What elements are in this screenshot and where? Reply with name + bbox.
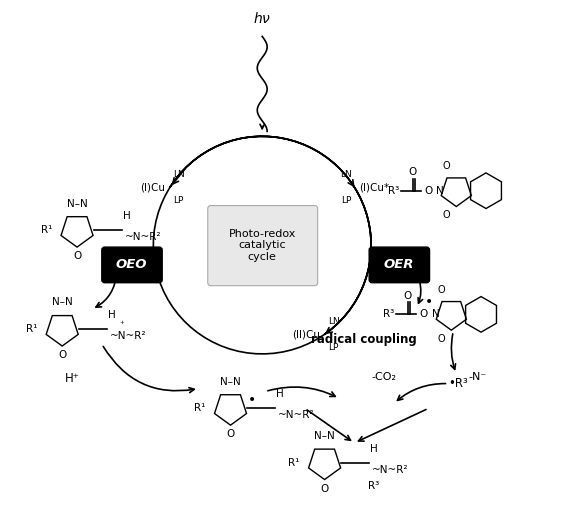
Text: Photo-redox
catalytic
cycle: Photo-redox catalytic cycle <box>229 228 296 262</box>
Text: (II)Cu: (II)Cu <box>292 329 320 339</box>
Text: R¹: R¹ <box>289 458 300 468</box>
Text: radical coupling: radical coupling <box>311 333 417 346</box>
Text: O: O <box>425 186 433 196</box>
Text: R³: R³ <box>388 186 399 196</box>
Text: O: O <box>443 161 450 171</box>
Text: O: O <box>73 251 81 261</box>
Text: R³: R³ <box>369 481 380 490</box>
Text: O: O <box>409 167 417 177</box>
Text: (I)Cu*: (I)Cu* <box>359 182 390 193</box>
Text: (I)Cu: (I)Cu <box>140 182 165 193</box>
Text: LP: LP <box>341 196 352 205</box>
Text: ~N~R²: ~N~R² <box>125 232 161 242</box>
Text: O: O <box>438 285 445 294</box>
Text: LN: LN <box>328 317 340 326</box>
Text: •: • <box>425 295 433 309</box>
Text: N: N <box>437 186 444 196</box>
Text: R¹: R¹ <box>26 324 37 334</box>
Text: H: H <box>370 444 378 454</box>
Text: N–N: N–N <box>52 297 73 307</box>
Text: OER: OER <box>384 259 414 271</box>
Text: R¹: R¹ <box>41 225 52 236</box>
Text: $h\nu$: $h\nu$ <box>253 11 272 26</box>
Text: N–N: N–N <box>314 431 335 441</box>
FancyBboxPatch shape <box>208 205 318 286</box>
Text: O: O <box>226 429 235 439</box>
Text: LN: LN <box>340 170 352 179</box>
FancyBboxPatch shape <box>102 247 162 283</box>
Text: O: O <box>320 483 329 494</box>
Text: H: H <box>276 390 284 399</box>
Text: N–N: N–N <box>220 376 241 387</box>
Text: H⁺: H⁺ <box>65 372 79 385</box>
Text: N: N <box>431 309 439 319</box>
Text: OEO: OEO <box>116 259 147 271</box>
Text: ⁺: ⁺ <box>120 320 124 329</box>
Text: LP: LP <box>173 196 183 205</box>
Text: ~N~R²: ~N~R² <box>278 410 315 420</box>
Text: R¹: R¹ <box>194 403 206 413</box>
Text: -N⁻: -N⁻ <box>469 372 487 381</box>
Text: N–N: N–N <box>67 199 87 208</box>
Text: O: O <box>420 309 428 319</box>
FancyBboxPatch shape <box>369 247 430 283</box>
Text: O: O <box>58 350 66 360</box>
Text: •: • <box>248 393 256 408</box>
Text: O: O <box>438 334 445 344</box>
Text: ~N~R²: ~N~R² <box>372 465 409 475</box>
Text: •R³: •R³ <box>448 377 468 390</box>
Text: O: O <box>443 210 450 221</box>
Text: O: O <box>404 290 412 301</box>
Text: R³: R³ <box>383 309 394 319</box>
Text: LP: LP <box>328 343 338 352</box>
Text: LN: LN <box>173 170 185 179</box>
Text: H: H <box>108 310 116 321</box>
Text: ~N~R²: ~N~R² <box>110 331 146 341</box>
Text: -CO₂: -CO₂ <box>371 372 396 381</box>
Text: H: H <box>122 211 130 221</box>
